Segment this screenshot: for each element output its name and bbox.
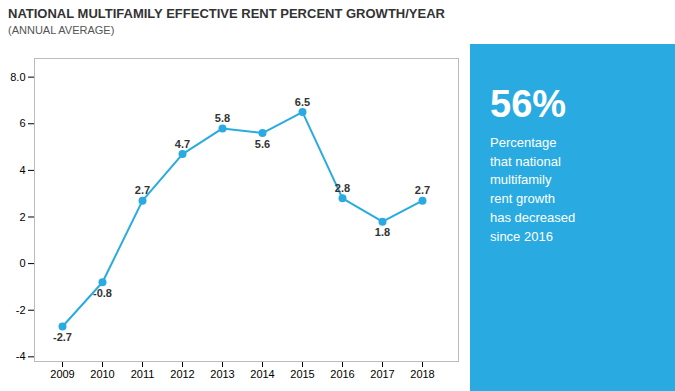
svg-text:-0.8: -0.8 — [93, 287, 112, 299]
svg-text:5.8: 5.8 — [215, 112, 230, 124]
html-text:NATIONAL MULTIFAMILY EFFECTIVE: NATIONAL MULTIFAMILY EFFECTIVE RENT PERC… — [8, 6, 445, 21]
svg-text:2: 2 — [19, 211, 25, 223]
svg-text:2015: 2015 — [290, 368, 314, 380]
svg-text:8.0: 8.0 — [10, 71, 25, 83]
svg-text:2012: 2012 — [170, 368, 194, 380]
html-text:56%: 56% — [490, 83, 567, 125]
html-text:Percentage that national multi: Percentage that national multifamily ren… — [490, 134, 576, 244]
svg-text:-2: -2 — [16, 304, 26, 316]
svg-text:2014: 2014 — [250, 368, 274, 380]
svg-text:2.8: 2.8 — [335, 182, 350, 194]
html-text:(ANNUAL AVERAGE): (ANNUAL AVERAGE) — [8, 24, 115, 36]
svg-text:2010: 2010 — [90, 368, 114, 380]
svg-text:2018: 2018 — [410, 368, 434, 380]
svg-text:2013: 2013 — [210, 368, 234, 380]
svg-text:-2.7: -2.7 — [53, 331, 72, 343]
svg-text:6.5: 6.5 — [295, 96, 310, 108]
svg-text:2017: 2017 — [370, 368, 394, 380]
svg-text:5.6: 5.6 — [255, 138, 270, 150]
svg-text:-4: -4 — [16, 350, 26, 362]
svg-text:4: 4 — [19, 164, 25, 176]
svg-text:4.7: 4.7 — [175, 138, 190, 150]
svg-text:2016: 2016 — [330, 368, 354, 380]
svg-text:1.8: 1.8 — [375, 226, 390, 238]
svg-text:2.7: 2.7 — [415, 184, 430, 196]
svg-text:2011: 2011 — [131, 368, 155, 380]
svg-text:2009: 2009 — [50, 368, 74, 380]
svg-text:2.7: 2.7 — [135, 184, 150, 196]
svg-text:6: 6 — [19, 117, 25, 129]
svg-text:0: 0 — [19, 257, 25, 269]
